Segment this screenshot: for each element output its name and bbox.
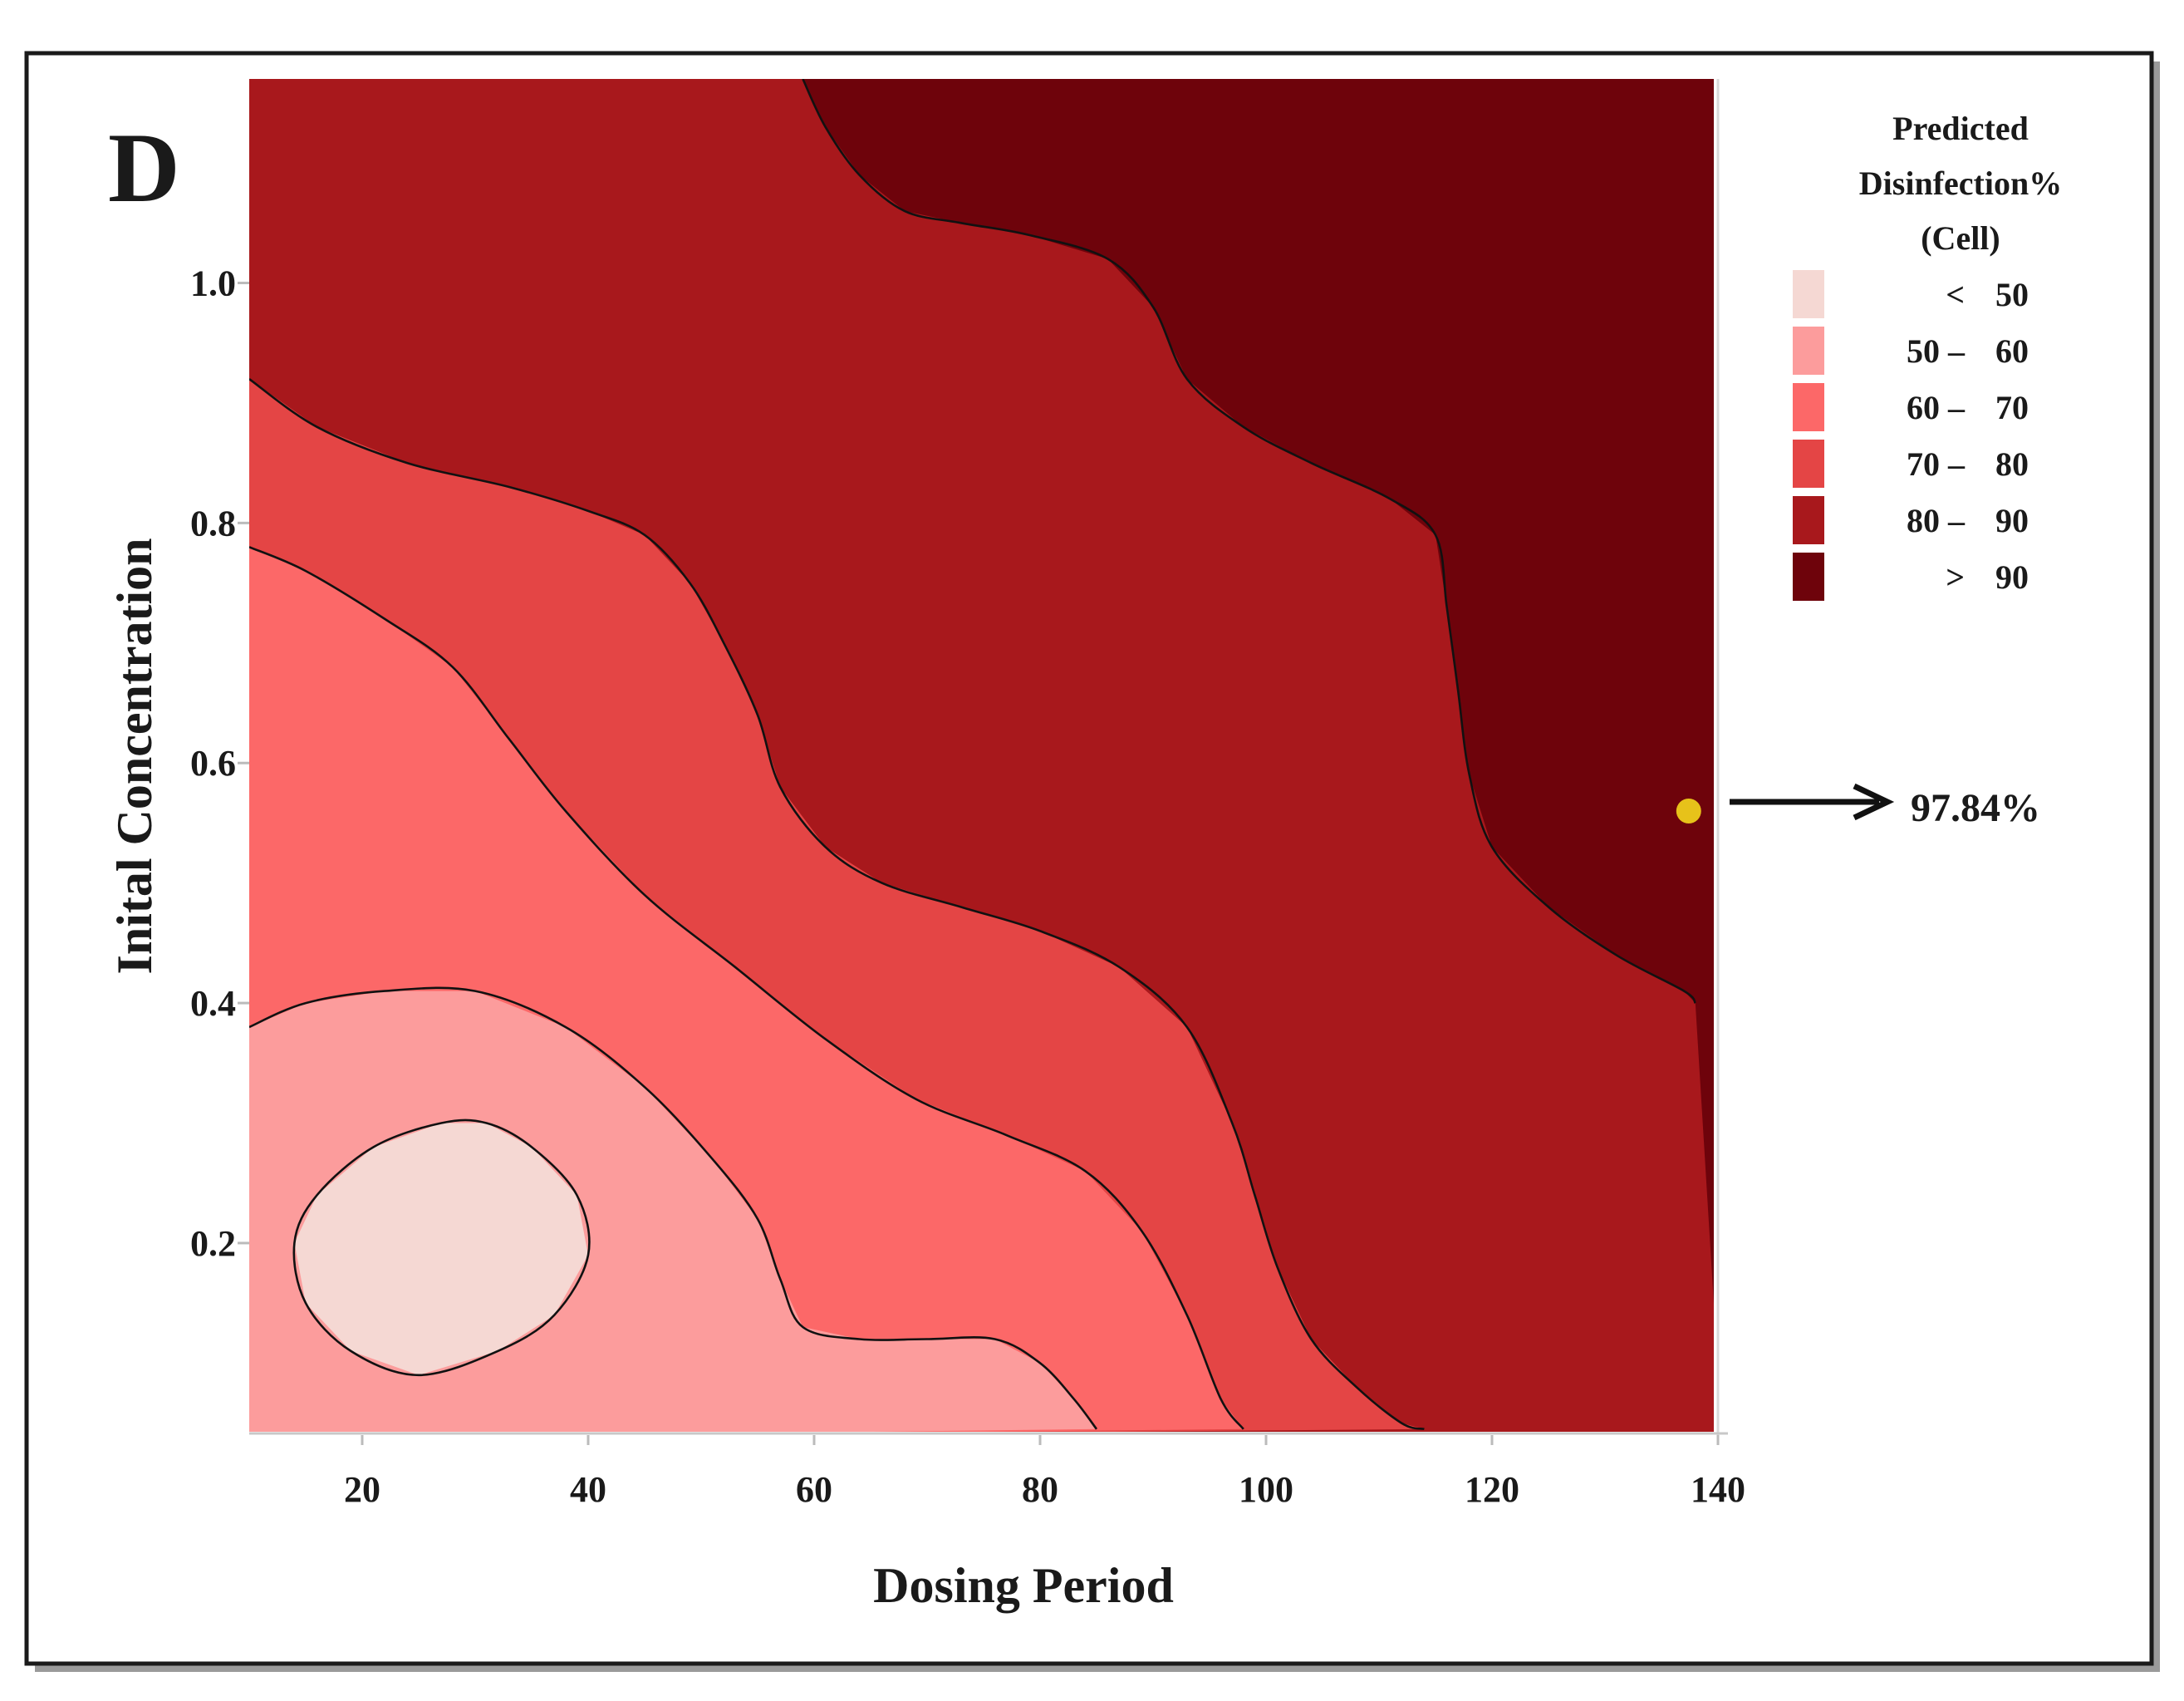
legend-label-right: 60	[1995, 332, 2029, 370]
optimum-point-marker	[1676, 798, 1701, 823]
legend-title-line-1: Predicted	[1892, 110, 2029, 147]
x-tick-label: 100	[1239, 1469, 1293, 1510]
legend-title-line-2: Disinfection%	[1859, 165, 2062, 202]
legend-label-right: 50	[1995, 276, 2029, 313]
band-below-50	[294, 1123, 588, 1375]
x-tick-label: 140	[1691, 1469, 1745, 1510]
legend-swatch	[1793, 327, 1824, 375]
x-axis-title: Dosing Period	[873, 1558, 1174, 1613]
x-tick-label: 80	[1022, 1469, 1058, 1510]
contour-line-2	[249, 986, 1098, 1430]
y-axis-ticks: 0.2 0.4 0.6 0.8 1.0	[190, 263, 249, 1264]
x-tick-label: 40	[570, 1469, 606, 1510]
plot-area	[249, 79, 1714, 1432]
legend-label-right: 70	[1995, 389, 2029, 426]
optimum-annotation: 97.84%	[1676, 783, 2040, 830]
legend-label-left: 60 –	[1907, 389, 1966, 426]
contour-lines	[249, 79, 1696, 1431]
contour-line-4	[249, 378, 1425, 1431]
legend-label-left: 70 –	[1907, 445, 1966, 483]
legend-label-left: 50 –	[1907, 332, 1966, 370]
y-tick-label: 0.2	[190, 1223, 236, 1264]
legend-label-right: 90	[1995, 558, 2029, 596]
legend-swatch	[1793, 496, 1824, 544]
legend-label-left: >	[1946, 558, 1965, 596]
y-tick-label: 0.4	[190, 983, 236, 1024]
legend-title-line-3: (Cell)	[1921, 219, 2000, 257]
legend-items: <50 50 – 60 60 – 70 70 – 80 80 – 90 > 90	[1793, 270, 2029, 601]
legend-swatch	[1793, 440, 1824, 488]
legend-swatch	[1793, 270, 1824, 318]
x-tick-label: 120	[1465, 1469, 1519, 1510]
legend-label-left: <	[1946, 276, 1965, 313]
x-tick-label: 20	[344, 1469, 380, 1510]
y-tick-label: 0.6	[190, 743, 236, 784]
contour-line-3	[249, 546, 1244, 1430]
contour-line-1	[292, 1118, 591, 1377]
y-tick-label: 0.8	[190, 503, 236, 543]
y-tick-label: 1.0	[190, 263, 236, 304]
x-axis-ticks: 20 40 60 80 100 120 140	[344, 1435, 1745, 1510]
annotation-arrow-head	[1853, 783, 1895, 821]
legend-swatch	[1793, 383, 1824, 431]
legend-label-right: 90	[1995, 502, 2029, 539]
legend-label-left: 80 –	[1907, 502, 1966, 539]
legend-swatch	[1793, 553, 1824, 601]
legend: Predicted Disinfection% (Cell) <50 50 – 60…	[1793, 110, 2062, 601]
panel-label: D	[108, 112, 180, 223]
x-tick-label: 60	[796, 1469, 832, 1510]
contour-fills	[249, 79, 1714, 1432]
legend-label-right: 80	[1995, 445, 2029, 483]
annotation-value: 97.84%	[1911, 786, 2040, 830]
contour-line-5	[802, 79, 1696, 1004]
y-axis-title: Inital Concentration	[107, 538, 162, 975]
